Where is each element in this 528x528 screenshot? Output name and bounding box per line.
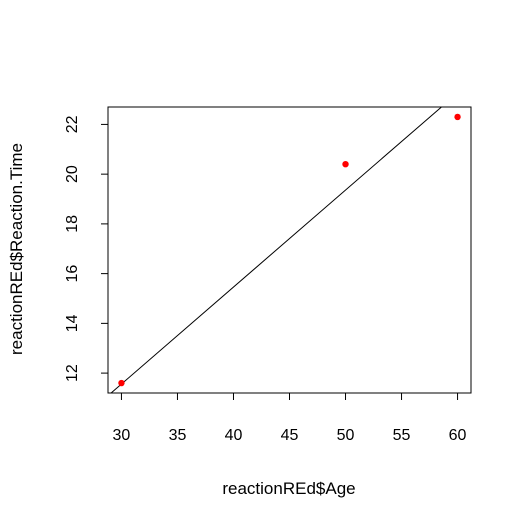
x-tick-label: 30 (113, 427, 131, 444)
plot-frame (107, 106, 472, 394)
x-tick-label: 45 (281, 427, 299, 444)
x-tick-label: 50 (337, 427, 355, 444)
data-point (454, 113, 461, 121)
y-tick-label: 20 (64, 165, 81, 183)
y-tick-label: 12 (64, 364, 81, 382)
x-tick-label: 55 (393, 427, 411, 444)
x-axis-label: reactionREd$Age (222, 479, 355, 498)
fit-line (110, 107, 443, 393)
y-tick-label: 16 (64, 265, 81, 283)
x-tick-label: 35 (169, 427, 187, 444)
data-point (342, 161, 349, 168)
data-point (118, 379, 125, 387)
x-tick-label: 60 (449, 427, 467, 444)
y-tick-label: 18 (64, 215, 81, 233)
y-axis-label: reactionREd$Reaction.Time (7, 143, 26, 355)
y-tick-label: 22 (64, 115, 81, 133)
y-tick-label: 14 (64, 314, 81, 332)
x-tick-label: 40 (225, 427, 243, 444)
plot-area: 30 35 40 45 50 55 60 12 14 16 18 20 22 (64, 106, 472, 444)
